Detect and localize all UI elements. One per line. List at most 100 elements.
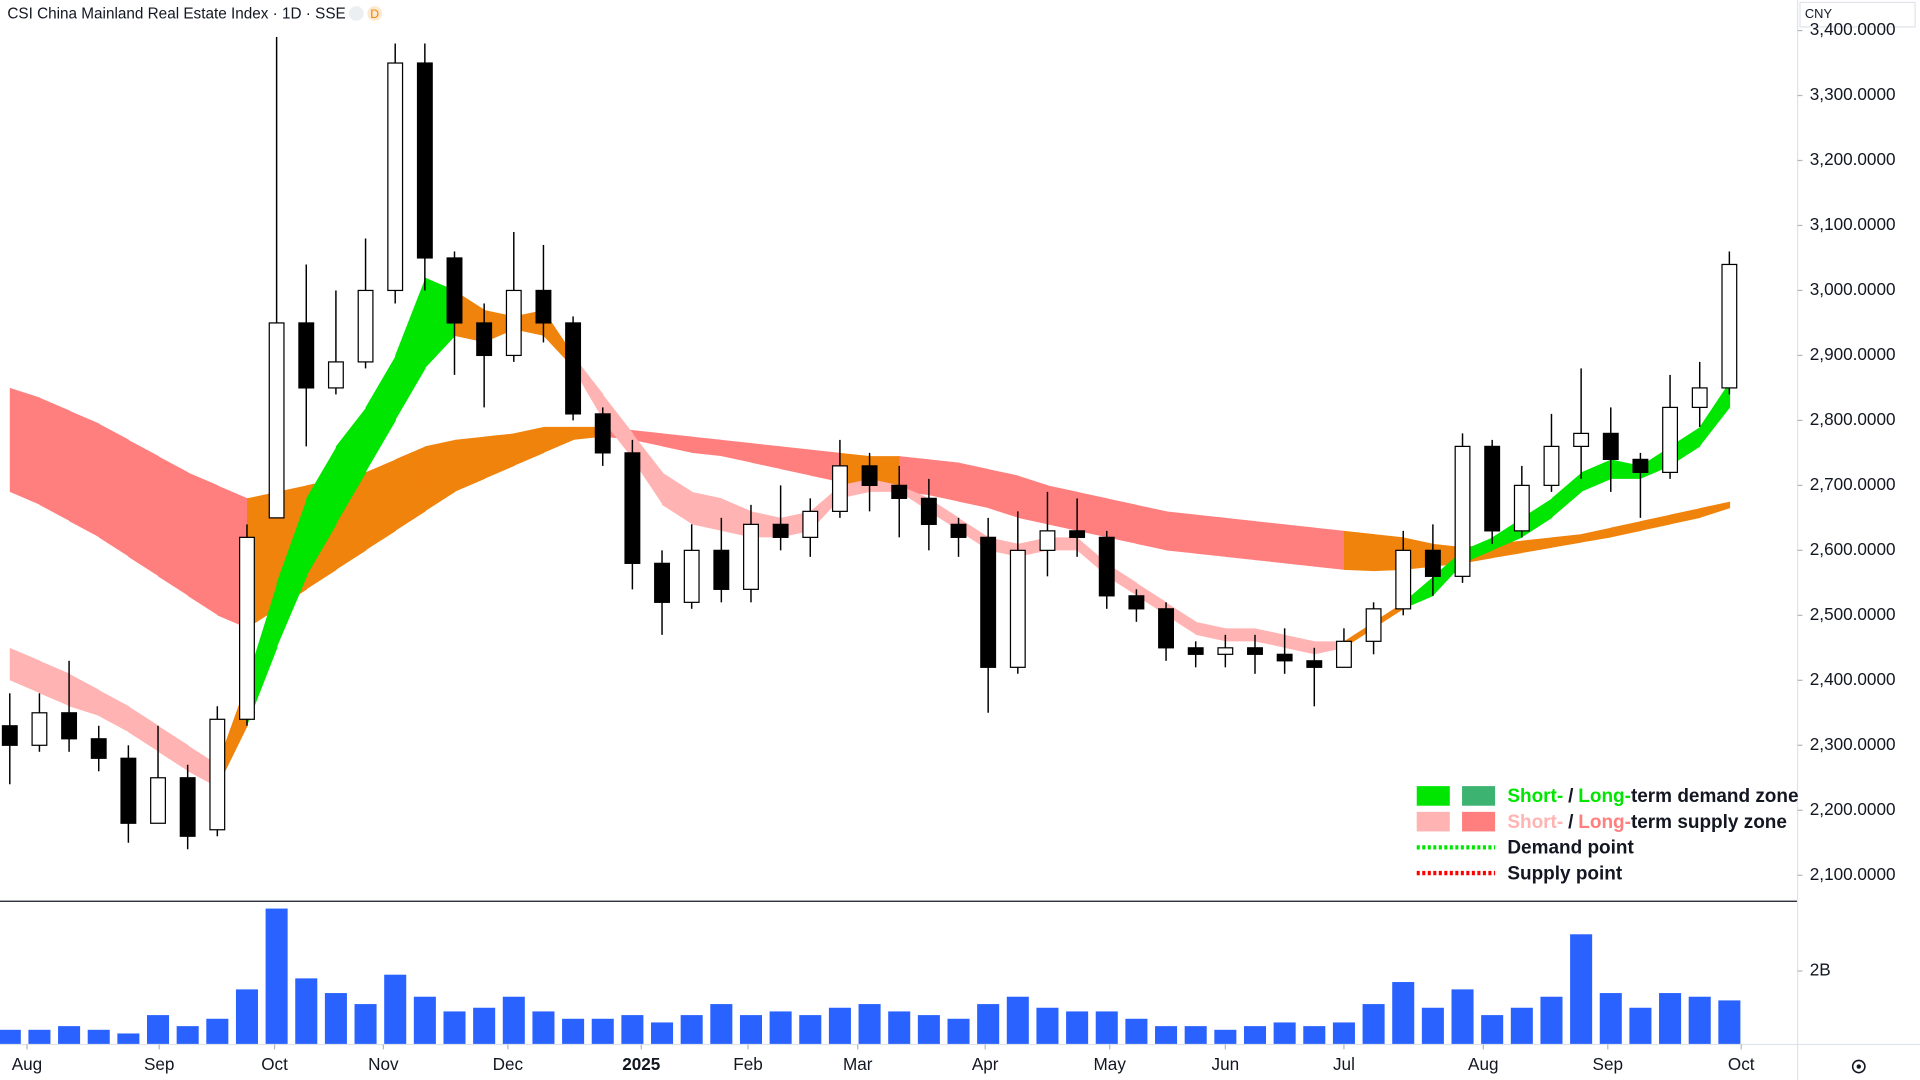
x-tick-label: Nov xyxy=(368,1054,399,1074)
x-tick-label: Aug xyxy=(12,1054,42,1074)
candle-body xyxy=(357,289,374,363)
zone-segment xyxy=(335,407,367,525)
x-tick-label: 2025 xyxy=(622,1054,661,1074)
candle-body xyxy=(209,718,226,831)
candle-body xyxy=(861,465,878,486)
zone-segment xyxy=(1047,485,1078,531)
zone-segment xyxy=(128,439,159,577)
volume-bar xyxy=(1688,996,1711,1045)
legend-text-part: Supply point xyxy=(1507,863,1623,884)
zone-segment xyxy=(750,443,782,470)
x-tick-label: Jul xyxy=(1333,1054,1355,1074)
volume-bar xyxy=(1421,1007,1444,1045)
zone-segment xyxy=(662,433,693,453)
volume-bar xyxy=(265,908,288,1045)
y-tick-label: 3,000.0000 xyxy=(1810,279,1896,299)
volume-bar xyxy=(58,1026,81,1045)
candle-body xyxy=(1395,549,1412,610)
volume-bar xyxy=(621,1015,644,1045)
legend-swatch xyxy=(1416,811,1450,832)
legend-text-part: Short- xyxy=(1507,812,1563,833)
volume-bar xyxy=(562,1018,585,1045)
candle-body xyxy=(268,322,285,519)
volume-bar xyxy=(1718,1000,1741,1045)
zone-segment xyxy=(1699,501,1731,518)
legend-text-part: Demand point xyxy=(1507,838,1634,859)
zone-segment xyxy=(39,660,70,707)
candle-body xyxy=(1484,445,1501,532)
candle-body xyxy=(1454,445,1471,577)
candle-body xyxy=(179,777,196,837)
candle-body xyxy=(891,484,908,499)
zone-segment xyxy=(69,673,100,717)
volume-bar xyxy=(977,1004,1000,1045)
candle-body xyxy=(1662,406,1679,473)
legend: Short- / Long-term demand zone Short- / Long-… xyxy=(1416,786,1799,884)
candle-body xyxy=(90,738,107,759)
volume-bar xyxy=(917,1015,940,1045)
legend-text: Short- / Long-term demand zone xyxy=(1507,786,1798,807)
x-tick-label: Sep xyxy=(144,1054,174,1074)
volume-bar xyxy=(1392,982,1415,1045)
volume-bar xyxy=(354,1004,377,1045)
candle-body xyxy=(150,777,166,824)
volume-bar xyxy=(1006,996,1029,1045)
volume-bar xyxy=(651,1022,674,1045)
volume-bar xyxy=(384,974,407,1045)
candle-body xyxy=(831,465,848,512)
legend-text-part: / xyxy=(1568,812,1574,833)
candle-body xyxy=(1335,640,1352,668)
candle-body xyxy=(743,523,759,590)
zone-segment xyxy=(958,462,989,509)
x-tick-label: Apr xyxy=(972,1054,999,1074)
volume-bar xyxy=(117,1033,140,1045)
legend-swatch xyxy=(1416,786,1450,806)
legend-text: Short- / Long-term supply zone xyxy=(1507,812,1787,833)
zones xyxy=(9,277,1731,788)
volume-bar xyxy=(443,1011,466,1045)
zone-segment xyxy=(1106,498,1138,544)
y-tick-label: 2,400.0000 xyxy=(1810,669,1896,689)
candle-body xyxy=(1721,263,1738,389)
settings-icon-dot xyxy=(1856,1064,1861,1069)
zone-segment xyxy=(1521,537,1553,553)
header-badge-bg xyxy=(367,6,383,21)
candle-body xyxy=(1691,387,1708,409)
y-tick-label: 2,900.0000 xyxy=(1810,344,1896,364)
volume-pane xyxy=(0,908,1741,1045)
volume-bar xyxy=(1066,1011,1089,1045)
volume-bar xyxy=(235,989,258,1045)
currency: CNY xyxy=(1805,6,1833,21)
candle-body xyxy=(1,725,18,746)
zone-segment xyxy=(1077,491,1108,538)
zone-segment xyxy=(454,436,485,492)
legend-text-part: Long- xyxy=(1578,786,1631,807)
volume-bar xyxy=(1332,1022,1355,1045)
zone-segment xyxy=(158,725,189,772)
volume-bar xyxy=(1273,1022,1296,1045)
settings-icon[interactable] xyxy=(1851,1059,1866,1074)
volume-bar xyxy=(1125,1018,1148,1045)
zone-segment xyxy=(39,397,70,522)
zone-segment xyxy=(1640,514,1671,531)
zone-segment xyxy=(928,459,960,502)
candle-body xyxy=(1009,549,1026,668)
x-tick-label: May xyxy=(1094,1054,1127,1074)
candle-body xyxy=(683,549,700,603)
zone-segment xyxy=(424,439,456,512)
zone-segment xyxy=(1551,534,1582,548)
volume-bar xyxy=(1659,993,1682,1045)
candle-body xyxy=(1158,608,1175,649)
volume-bar xyxy=(1510,1007,1533,1045)
y-tick-label: 2,300.0000 xyxy=(1810,734,1896,754)
candle-body xyxy=(31,712,48,746)
candle-body xyxy=(1513,484,1530,532)
currency-box[interactable] xyxy=(1799,1,1916,28)
zone-segment xyxy=(1136,582,1167,616)
volume-bar xyxy=(473,1007,496,1045)
candle-body xyxy=(1543,445,1560,486)
volume-bar xyxy=(888,1011,911,1045)
zone-segment xyxy=(543,426,574,453)
zone-segment xyxy=(513,426,545,466)
